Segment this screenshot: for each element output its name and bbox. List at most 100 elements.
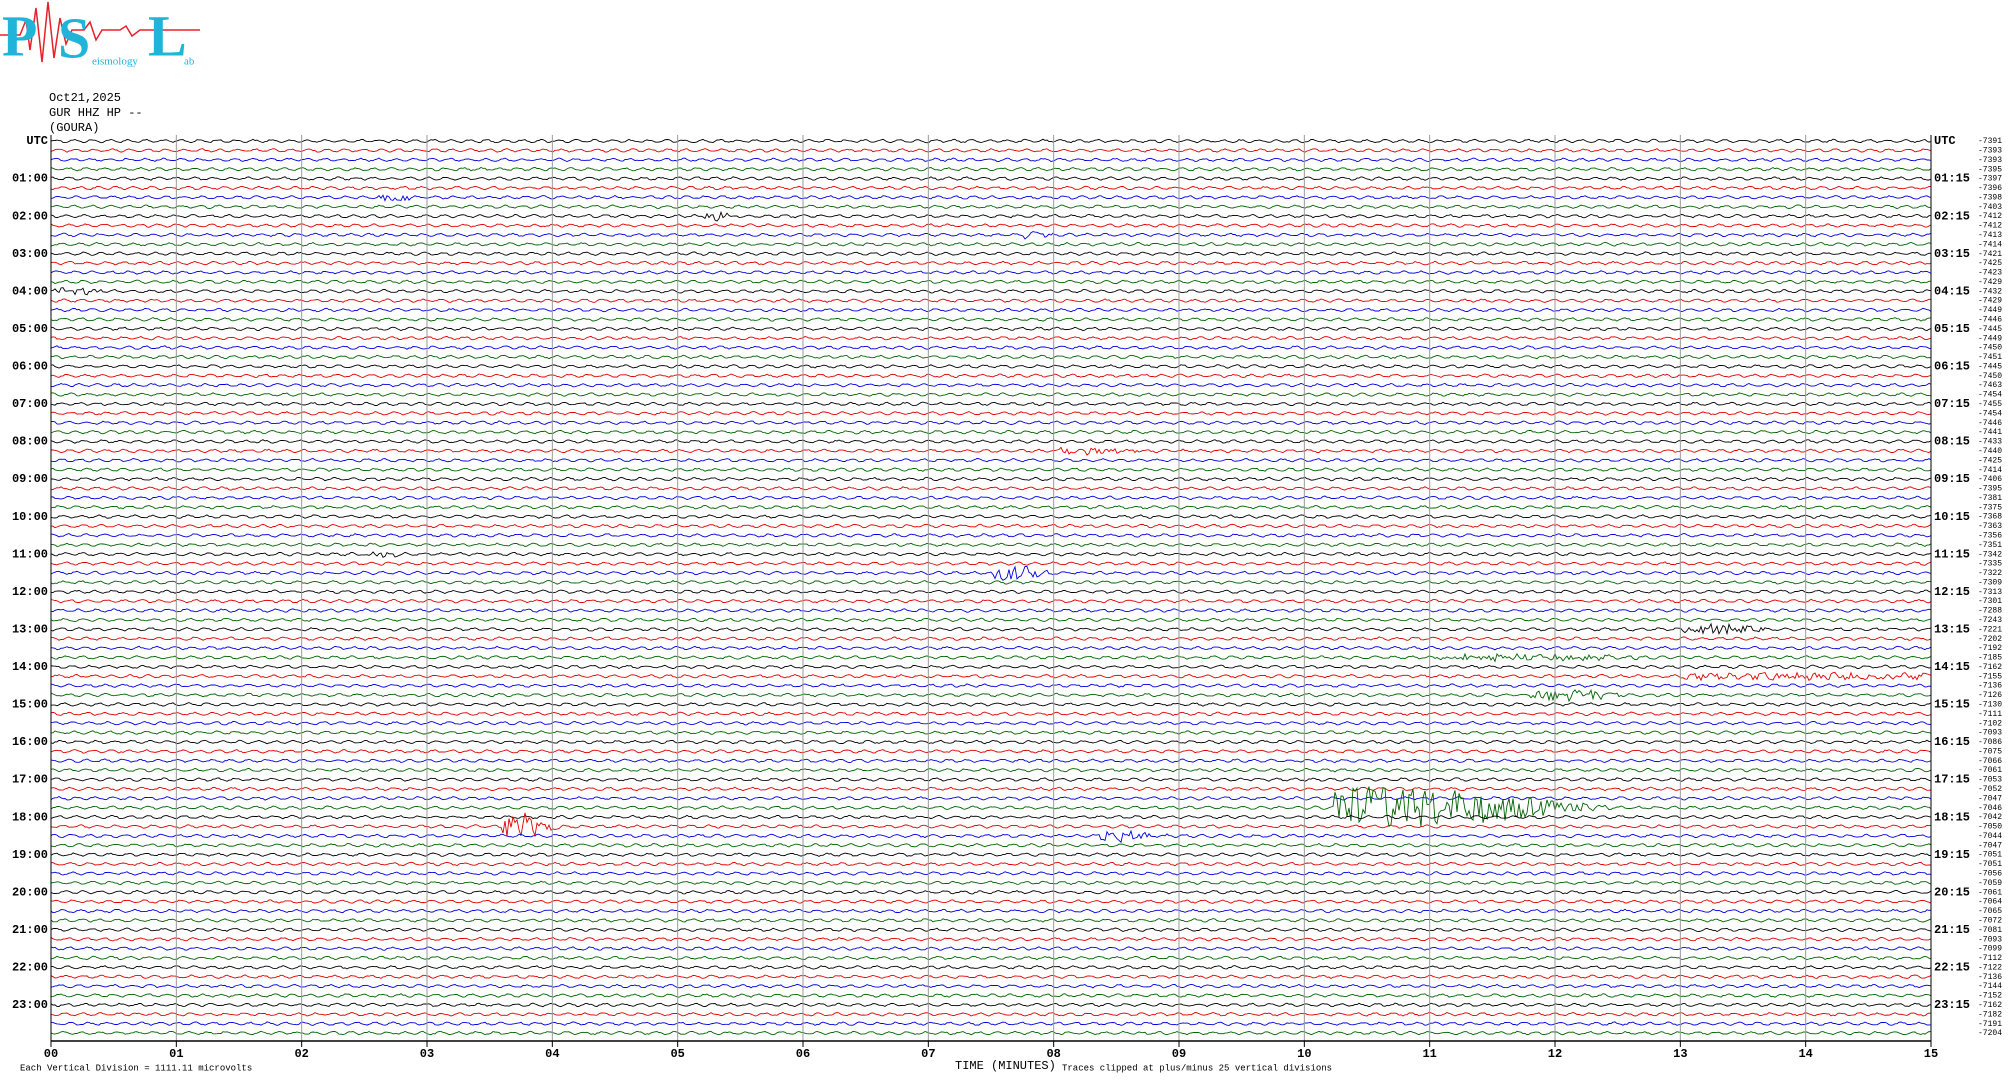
trace-offset: -7126: [1978, 691, 2002, 700]
trace-offset: -7412: [1978, 222, 2002, 231]
row-label-left: 02:00: [12, 209, 48, 223]
trace: [50, 157, 1932, 163]
trace: [50, 880, 1932, 886]
trace: [50, 504, 1932, 510]
row-label-left: 20:00: [12, 885, 48, 899]
row-label-left: 12:00: [12, 585, 48, 599]
row-label-left: 03:00: [12, 247, 48, 261]
trace: [50, 533, 1932, 538]
trace-offset: -7111: [1978, 710, 2002, 719]
trace-offset: -7425: [1978, 259, 2002, 268]
trace: [50, 439, 1932, 444]
row-label-left: 04:00: [12, 284, 48, 298]
trace: [50, 241, 1932, 247]
trace: [50, 758, 1932, 764]
trace-offset: -7381: [1978, 494, 2002, 503]
trace-offset: -7463: [1978, 381, 2002, 390]
trace: [50, 260, 1932, 266]
trace: [50, 429, 1932, 435]
x-tick-label: 08: [1046, 1047, 1060, 1061]
trace: [50, 1030, 1932, 1036]
row-label-right: 11:15: [1934, 547, 1970, 561]
trace: [50, 622, 1932, 636]
row-label-left: 19:00: [12, 848, 48, 862]
trace: [50, 795, 1932, 801]
trace-offset: -7406: [1978, 475, 2002, 484]
trace-offset: -7053: [1978, 776, 2002, 785]
trace-offset: -7122: [1978, 963, 2002, 972]
trace: [50, 899, 1932, 904]
row-label-right: 13:15: [1934, 622, 1970, 636]
trace-offset: -7446: [1978, 419, 2002, 428]
trace: [50, 185, 1932, 191]
row-label-right: 02:15: [1934, 209, 1970, 223]
trace-offset: -7047: [1978, 841, 2002, 850]
trace: [50, 918, 1932, 923]
trace: [50, 767, 1932, 773]
trace-offset: -7086: [1978, 738, 2002, 747]
trace-offset: -7162: [1978, 663, 2002, 672]
trace: [50, 210, 1932, 222]
trace-offset: -7432: [1978, 287, 2002, 296]
trace: [50, 983, 1932, 989]
row-label-left: 10:00: [12, 510, 48, 524]
row-label-right: 19:15: [1934, 848, 1970, 862]
row-label-left: 14:00: [12, 660, 48, 674]
trace-offset: -7322: [1978, 569, 2002, 578]
trace: [50, 467, 1932, 472]
trace: [50, 382, 1932, 388]
trace: [50, 908, 1932, 914]
trace: [50, 176, 1932, 181]
trace-offset: -7065: [1978, 907, 2002, 916]
trace-offset: -7064: [1978, 898, 2002, 907]
trace-offset: -7309: [1978, 578, 2002, 587]
trace: [50, 317, 1932, 322]
row-label-left: 06:00: [12, 360, 48, 374]
trace: [50, 457, 1932, 463]
trace-offset: -7155: [1978, 672, 2002, 681]
x-tick-label: 11: [1422, 1047, 1436, 1061]
trace: [50, 645, 1932, 651]
x-tick-label: 10: [1297, 1047, 1311, 1061]
trace: [50, 561, 1932, 566]
x-tick-label: 01: [169, 1047, 183, 1061]
trace-offset: -7144: [1978, 982, 2002, 991]
trace: [50, 1002, 1932, 1008]
trace: [50, 420, 1932, 425]
trace-offset: -7451: [1978, 353, 2002, 362]
trace: [50, 652, 1932, 663]
trace: [50, 974, 1932, 980]
trace: [50, 749, 1932, 754]
trace: [50, 364, 1932, 369]
trace: [50, 345, 1932, 350]
trace: [50, 730, 1932, 735]
trace: [50, 842, 1932, 848]
trace-offset: -7449: [1978, 306, 2002, 315]
row-label-right: 03:15: [1934, 247, 1970, 261]
trace: [50, 476, 1932, 482]
row-label-right: 20:15: [1934, 885, 1970, 899]
row-label-left: 21:00: [12, 923, 48, 937]
trace: [50, 486, 1932, 491]
trace-offset: -7414: [1978, 466, 2002, 475]
trace-offset: -7075: [1978, 747, 2002, 756]
clip-note: Traces clipped at plus/minus 25 vertical…: [1062, 1063, 1332, 1073]
trace-offset: -7072: [1978, 916, 2002, 925]
trace-offset: -7061: [1978, 888, 2002, 897]
trace-offset: -7051: [1978, 851, 2002, 860]
trace-offset: -7403: [1978, 203, 2002, 212]
row-label-left: 08:00: [12, 435, 48, 449]
trace-offset: -7441: [1978, 428, 2002, 437]
row-label-left: 07:00: [12, 397, 48, 411]
row-label-right: 18:15: [1934, 810, 1970, 824]
x-tick-label: 15: [1924, 1047, 1938, 1061]
x-tick-label: 09: [1172, 1047, 1186, 1061]
trace: [50, 711, 1932, 717]
trace: [50, 683, 1932, 688]
trace-offset: -7182: [1978, 1010, 2002, 1019]
trace-offset: -7301: [1978, 597, 2002, 606]
trace-offset: -7185: [1978, 654, 2002, 663]
trace: [50, 523, 1932, 529]
